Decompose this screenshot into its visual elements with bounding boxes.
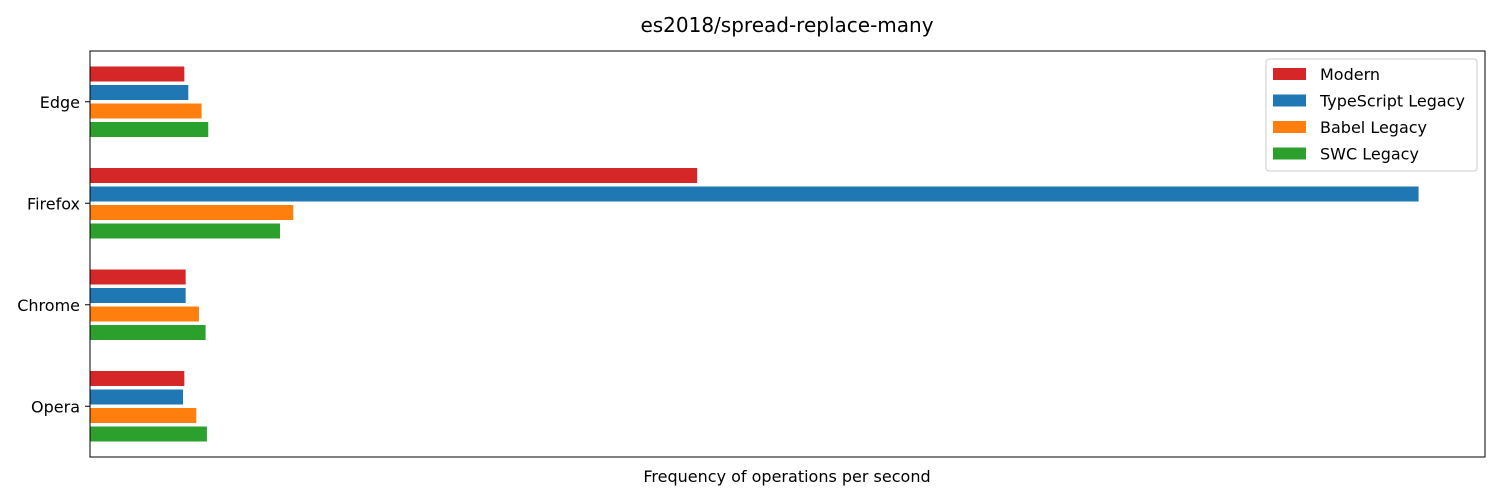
bar-edge-babel-legacy <box>90 103 202 119</box>
bar-firefox-typescript-legacy <box>90 186 1419 202</box>
y-tick-label-chrome: Chrome <box>17 296 80 315</box>
bar-opera-typescript-legacy <box>90 389 183 405</box>
legend-swatch-modern <box>1273 68 1306 80</box>
bar-edge-swc-legacy <box>90 122 209 137</box>
bar-chrome-swc-legacy <box>90 325 206 340</box>
legend-swatch-swc-legacy <box>1273 147 1306 160</box>
y-tick-label-opera: Opera <box>31 397 80 416</box>
x-axis-label: Frequency of operations per second <box>643 467 930 486</box>
bar-chrome-babel-legacy <box>90 306 199 322</box>
chart-title: es2018/spread-replace-many <box>640 13 933 37</box>
legend-label-swc-legacy: SWC Legacy <box>1320 145 1419 164</box>
legend-label-typescript-legacy: TypeScript Legacy <box>1319 92 1465 111</box>
y-tick-label-edge: Edge <box>40 93 80 112</box>
bar-firefox-modern <box>90 168 698 183</box>
bar-chrome-modern <box>90 269 186 285</box>
plot-frame <box>89 50 1486 458</box>
bar-chrome-typescript-legacy <box>90 288 186 303</box>
bar-opera-modern <box>90 371 185 386</box>
bar-opera-babel-legacy <box>90 408 197 423</box>
legend-label-modern: Modern <box>1320 65 1380 84</box>
y-tick-label-firefox: Firefox <box>27 194 80 213</box>
bar-edge-modern <box>90 66 185 82</box>
legend-swatch-babel-legacy <box>1273 121 1306 133</box>
bar-firefox-babel-legacy <box>90 205 294 220</box>
legend-swatch-typescript-legacy <box>1273 94 1306 107</box>
bars-layer <box>90 66 1419 442</box>
legend: Modern TypeScript Legacy Babel Legacy SWC L… <box>1265 58 1478 172</box>
bar-opera-swc-legacy <box>90 426 207 442</box>
legend-box <box>1265 58 1478 172</box>
bar-edge-typescript-legacy <box>90 85 189 100</box>
legend-label-babel-legacy: Babel Legacy <box>1320 118 1427 137</box>
y-axis: Edge Firefox Chrome Opera <box>17 93 90 416</box>
bar-firefox-swc-legacy <box>90 223 280 239</box>
